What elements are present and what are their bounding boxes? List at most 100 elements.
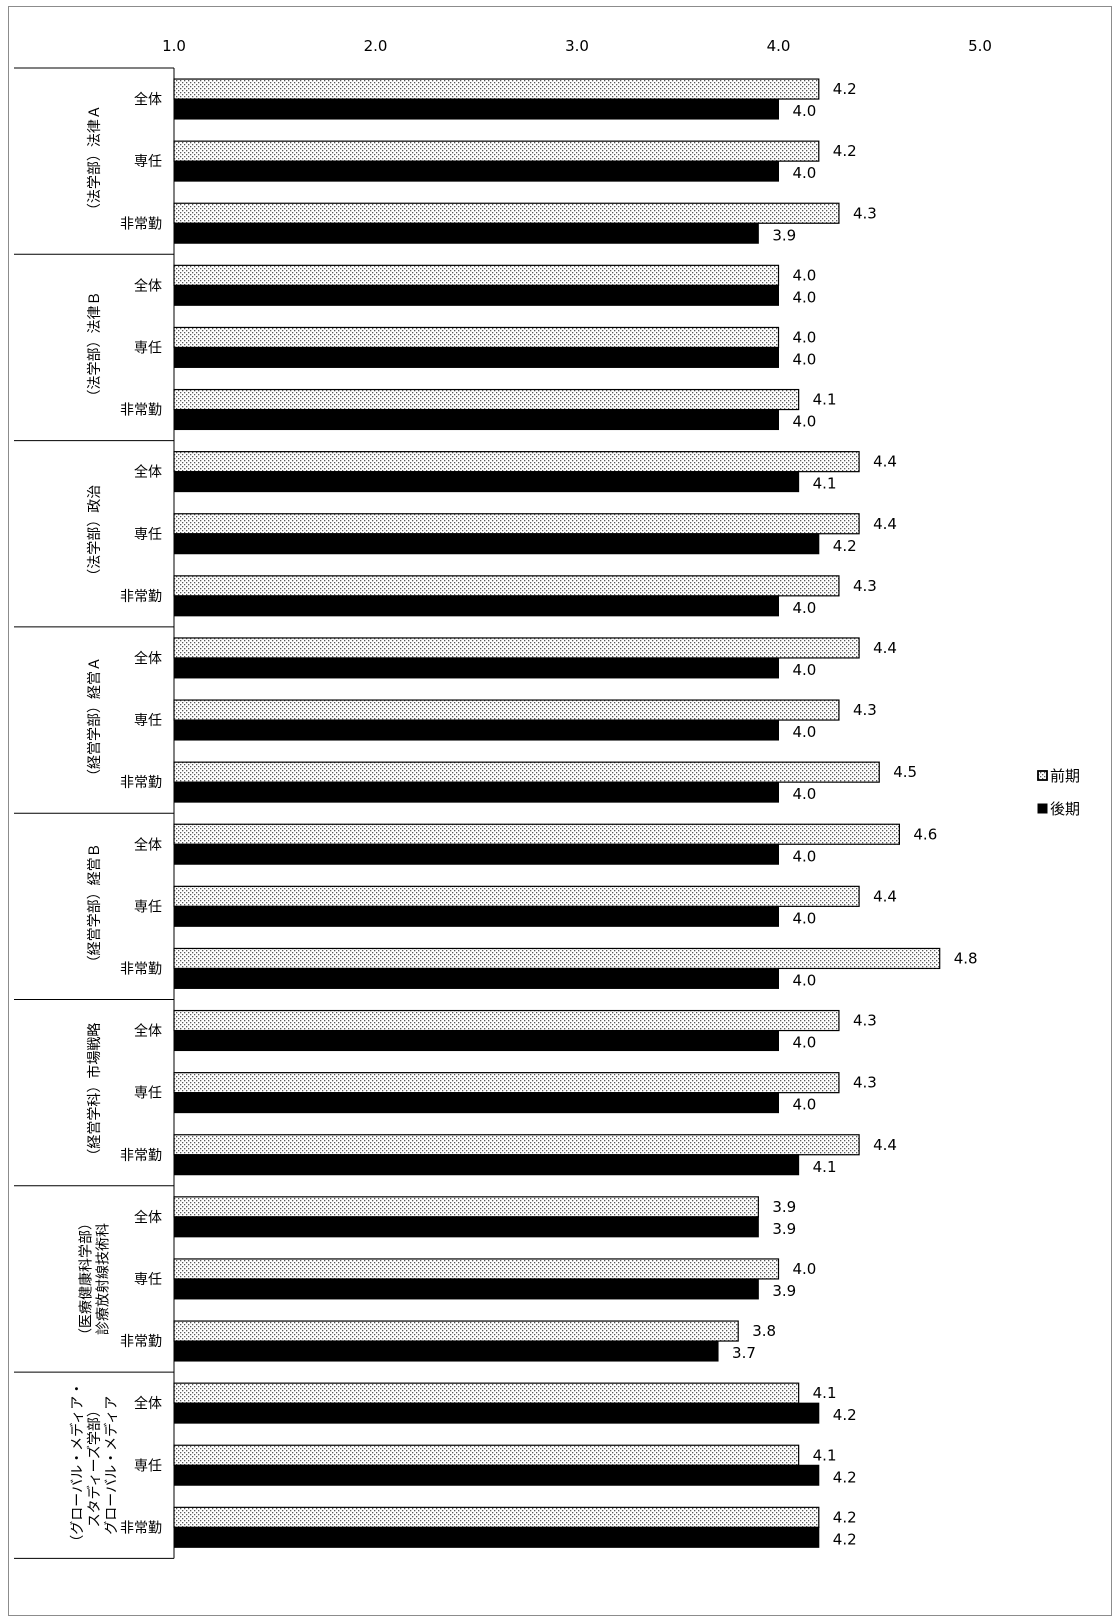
data-label-後期: 4.0 <box>793 971 817 989</box>
group-label: スタディーズ学部） <box>86 1403 103 1527</box>
group-label: （経営学部）経営Ａ <box>87 657 103 783</box>
bar-前期 <box>173 1382 800 1404</box>
group-label: （法学部）法律Ａ <box>87 105 103 217</box>
data-label-前期: 4.3 <box>853 1012 877 1030</box>
category-axis: （法学部）法律Ａ全体専任非常勤（法学部）法律Ｂ全体専任非常勤（法学部）政治全体専… <box>14 67 175 1559</box>
group-label: （法学部）政治 <box>87 485 103 583</box>
data-label-後期: 4.0 <box>793 413 817 431</box>
row-label: 非常勤 <box>120 1148 162 1164</box>
data-label-後期: 4.0 <box>793 785 817 803</box>
bar-後期 <box>173 409 779 431</box>
bar-前期 <box>173 1134 860 1156</box>
data-label-後期: 4.0 <box>793 1096 817 1114</box>
data-label-後期: 4.0 <box>793 1034 817 1052</box>
data-label-前期: 4.8 <box>954 949 978 967</box>
row-label: 専任 <box>134 1458 162 1474</box>
data-label-前期: 4.4 <box>873 887 897 905</box>
bars: 4.2 4.0 4.2 4.0 4.3 3.9 4.0 4.0 4.0 4.0 4.1 4.0 4.4 4… <box>173 78 978 1548</box>
row-label: 全体 <box>134 464 162 481</box>
row-label: 非常勤 <box>120 1520 162 1536</box>
data-label-後期: 3.9 <box>772 1282 796 1300</box>
group-label: （法学部）法律Ｂ <box>87 291 103 403</box>
x-tick-label: 4.0 <box>767 37 791 55</box>
data-label-後期: 4.0 <box>793 350 817 368</box>
data-label-後期: 4.0 <box>793 661 817 679</box>
legend-swatch-前期 <box>1037 770 1048 781</box>
data-label-前期: 3.8 <box>752 1322 776 1340</box>
bar-前期 <box>173 78 820 100</box>
bar-後期 <box>173 160 779 182</box>
row-label: 専任 <box>134 1086 162 1102</box>
bar-後期 <box>173 346 779 368</box>
bar-前期 <box>173 823 901 845</box>
row-label: 専任 <box>134 1272 162 1288</box>
row-label: 非常勤 <box>120 775 162 791</box>
bar-前期 <box>173 1506 820 1528</box>
bar-後期 <box>173 471 800 493</box>
data-label-前期: 4.2 <box>833 142 857 160</box>
data-label-前期: 4.3 <box>853 701 877 719</box>
bar-後期 <box>173 1154 800 1176</box>
row-label: 全体 <box>134 1023 162 1040</box>
row-label: 全体 <box>134 1209 162 1226</box>
row-label: 専任 <box>134 527 162 543</box>
data-label-後期: 4.0 <box>793 599 817 617</box>
row-label: 全体 <box>134 1395 162 1412</box>
row-label: 非常勤 <box>120 961 162 977</box>
data-label-後期: 4.0 <box>793 723 817 741</box>
bar-前期 <box>173 513 860 535</box>
data-label-後期: 4.2 <box>833 1530 857 1548</box>
bar-前期 <box>173 202 840 224</box>
row-label: 専任 <box>134 713 162 729</box>
data-label-前期: 4.1 <box>813 391 837 409</box>
row-label: 全体 <box>134 650 162 667</box>
data-label-後期: 4.2 <box>833 537 857 555</box>
data-label-前期: 4.0 <box>793 328 817 346</box>
row-label: 非常勤 <box>120 216 162 232</box>
row-label: 専任 <box>134 899 162 915</box>
bar-前期 <box>173 1196 759 1218</box>
data-label-後期: 4.2 <box>833 1406 857 1424</box>
data-label-前期: 4.3 <box>853 1074 877 1092</box>
group-label: 診療放射線技術科 <box>95 1223 112 1335</box>
row-label: 非常勤 <box>120 589 162 605</box>
row-label: 全体 <box>134 277 162 294</box>
bar-前期 <box>173 1072 840 1094</box>
x-tick-label: 1.0 <box>162 37 186 55</box>
value-axis: 1.0 2.0 3.0 4.0 5.0 <box>162 37 992 55</box>
data-label-前期: 4.3 <box>853 577 877 595</box>
data-label-前期: 4.2 <box>833 1508 857 1526</box>
row-label: 非常勤 <box>120 1334 162 1350</box>
data-label-前期: 4.4 <box>873 639 897 657</box>
data-label-前期: 4.6 <box>913 825 937 843</box>
legend-swatch-後期 <box>1037 803 1048 814</box>
data-label-後期: 4.0 <box>793 847 817 865</box>
data-label-前期: 4.4 <box>873 1136 897 1154</box>
bar-後期 <box>173 967 779 989</box>
bar-後期 <box>173 1340 719 1362</box>
bar-前期 <box>173 388 800 411</box>
data-label-後期: 4.2 <box>833 1468 857 1486</box>
data-label-後期: 3.9 <box>772 226 796 244</box>
bar-前期 <box>173 451 860 473</box>
legend-label-前期: 前期 <box>1050 767 1080 785</box>
row-label: 非常勤 <box>120 403 162 419</box>
data-label-前期: 4.2 <box>833 80 857 98</box>
row-label: 専任 <box>134 154 162 170</box>
bar-後期 <box>173 1402 820 1424</box>
bar-前期 <box>173 699 840 721</box>
data-label-後期: 4.0 <box>793 909 817 927</box>
bar-前期 <box>173 947 941 970</box>
data-label-前期: 4.4 <box>873 515 897 533</box>
row-label: 全体 <box>134 91 162 108</box>
chart-frame <box>8 6 1112 1616</box>
bar-後期 <box>173 1092 779 1114</box>
group-label: （経営学部）経営Ｂ <box>87 843 103 969</box>
bar-後期 <box>173 1216 759 1238</box>
bar-後期 <box>173 595 779 617</box>
bar-後期 <box>173 1464 820 1486</box>
bar-前期 <box>173 1444 800 1466</box>
bar-前期 <box>173 140 820 162</box>
bar-後期 <box>173 1278 759 1300</box>
